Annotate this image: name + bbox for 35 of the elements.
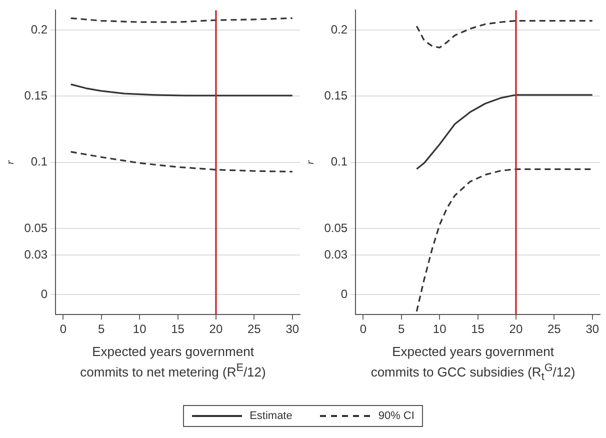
x-axis-title: Expected years government commits to net metering (R$^{E}$/12) — [79, 343, 267, 380]
x-axis-title: Expected years government commits to GCC subsidies (R$_{t}$$^{G}$/12) — [370, 343, 576, 385]
y-axis-title: r — [304, 160, 316, 165]
x-tick-label: 5 — [98, 322, 106, 336]
y-tick-label: 0.03 — [24, 247, 48, 262]
y-tick-label: 0.1 — [30, 154, 48, 169]
x-tick-label: 30 — [286, 322, 300, 336]
x-tick-label: 15 — [171, 322, 185, 336]
y-tick-label: 0.05 — [24, 220, 48, 235]
y-tick-label: 0.2 — [330, 22, 348, 36]
y-tick-label: 0.05 — [324, 220, 348, 235]
x-tick-label: 0 — [360, 322, 367, 336]
x-tick-label: 15 — [471, 322, 485, 336]
y-tick-label: 0.15 — [24, 88, 48, 103]
line-series — [416, 168, 594, 312]
legend-label: 90% CI — [378, 410, 414, 422]
y-tick-label: 0.2 — [30, 22, 48, 36]
legend-label: Estimate — [250, 410, 292, 422]
x-tick-label: 10 — [432, 322, 447, 336]
x-tick-label: 20 — [209, 322, 223, 336]
y-tick-label: 0 — [340, 287, 348, 302]
x-tick-label: 25 — [547, 322, 562, 336]
line-series — [416, 20, 594, 48]
y-tick-label: 0.1 — [330, 154, 348, 169]
y-tick-label: 0.15 — [324, 88, 348, 103]
y-tick-label: 0 — [40, 287, 48, 302]
x-tick-label: 10 — [132, 322, 147, 336]
x-tick-label: 20 — [509, 322, 523, 336]
x-tick-label: 25 — [247, 322, 262, 336]
line-series — [70, 151, 294, 172]
y-tick-label: 0.03 — [324, 247, 348, 262]
x-tick-label: 30 — [586, 322, 600, 336]
x-tick-label: 5 — [398, 322, 406, 336]
y-axis-title: r — [4, 160, 16, 165]
x-tick-label: 0 — [60, 322, 67, 336]
